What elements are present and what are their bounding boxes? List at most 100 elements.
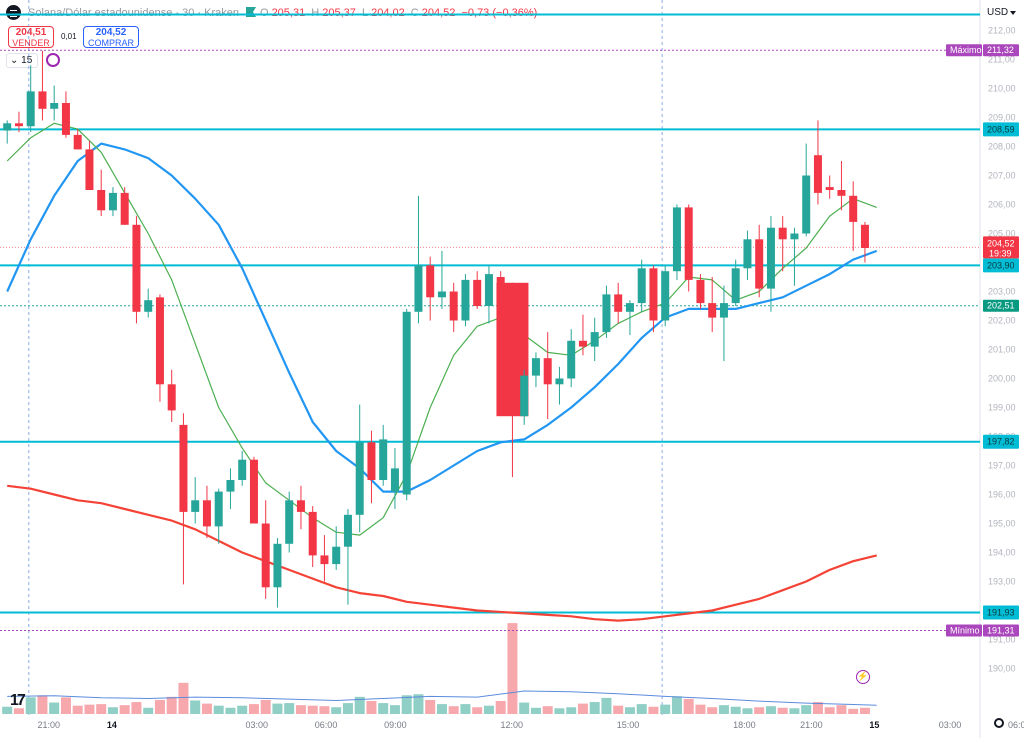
volume-bar xyxy=(84,704,95,714)
y-tick-label: 212,00 xyxy=(988,26,1016,36)
low-label: L xyxy=(361,7,369,19)
volume-bar xyxy=(636,704,647,714)
candle-body xyxy=(802,175,811,234)
candle-body xyxy=(484,274,493,306)
close-value: 204,52 xyxy=(421,7,456,19)
volume-bar xyxy=(801,705,812,714)
high-label: H xyxy=(311,7,320,19)
candle-body xyxy=(402,311,411,495)
volume-bar xyxy=(60,697,71,714)
volume-bar xyxy=(848,708,859,714)
candle-body xyxy=(437,291,446,298)
level-label: Máximo xyxy=(950,45,982,55)
volume-bar xyxy=(765,706,776,714)
volume-bar xyxy=(742,708,753,714)
volume-bar xyxy=(495,701,506,714)
x-tick-label: 21:00 xyxy=(38,720,61,730)
candle-body xyxy=(343,514,352,547)
candle-body xyxy=(332,546,341,565)
candle-body xyxy=(202,500,211,527)
candle-body xyxy=(38,91,47,109)
candle-body xyxy=(461,279,470,321)
price-tag-label: 197,82 xyxy=(987,437,1015,447)
y-tick-label: 191,00 xyxy=(988,635,1016,645)
level-label-tag xyxy=(946,624,982,637)
y-tick-label: 203,00 xyxy=(988,287,1016,297)
high-value: 205,37 xyxy=(322,7,356,19)
x-tick-label: 03:00 xyxy=(939,720,962,730)
candle-body xyxy=(555,378,564,385)
y-tick-label: 209,00 xyxy=(988,113,1016,123)
candle-body xyxy=(625,303,634,312)
symbol-title[interactable]: Solana/Dólar estadounidense · 30 · Krake… xyxy=(28,7,239,19)
candle-body xyxy=(61,103,70,135)
volume-bar xyxy=(178,682,189,714)
candle-body xyxy=(26,91,35,127)
candle-body xyxy=(520,375,529,417)
buy-button[interactable]: 204,52 COMPRAR xyxy=(83,26,139,48)
close-label: C xyxy=(410,7,419,19)
volume-bar xyxy=(554,708,565,714)
volume-bar xyxy=(624,707,635,714)
volume-bar xyxy=(37,695,48,714)
candle-body xyxy=(860,224,869,248)
ohlc-readout: O 205,31 H 205,37 L 204,02 C 204,52 −0,73 (−… xyxy=(260,7,540,19)
candle-body xyxy=(708,303,717,318)
candle-body xyxy=(155,297,164,385)
x-tick-label: 06:00 xyxy=(315,720,338,730)
volume-bar xyxy=(237,705,248,714)
volume-bar xyxy=(295,705,306,714)
y-tick-label: 195,00 xyxy=(988,519,1016,529)
volume-bar xyxy=(25,697,36,714)
candle-body xyxy=(179,424,188,512)
volume-bar xyxy=(683,698,694,714)
volume-bar xyxy=(154,699,165,714)
price-tag xyxy=(983,605,1019,620)
y-tick-label: 205,00 xyxy=(988,229,1016,239)
candle-body xyxy=(473,279,482,306)
volume-bar xyxy=(671,696,682,714)
solana-circle-icon[interactable] xyxy=(6,5,21,20)
interval-value: 15 xyxy=(21,55,33,66)
candle-body xyxy=(3,123,12,131)
refresh-icon[interactable] xyxy=(46,53,60,67)
buy-label: COMPRAR xyxy=(87,38,134,48)
y-tick-label: 210,00 xyxy=(988,84,1016,94)
sell-button[interactable]: 204,51 VENDER xyxy=(8,26,54,48)
tradingview-logo[interactable]: 17 xyxy=(10,692,26,709)
level-label: Mínimo xyxy=(950,626,980,636)
candle-body xyxy=(684,207,693,280)
price-tag xyxy=(983,122,1019,137)
volume-bar xyxy=(260,699,271,714)
volume-bar xyxy=(448,706,459,714)
flag-icon[interactable] xyxy=(246,7,256,17)
y-tick-label: 200,00 xyxy=(988,374,1016,384)
volume-bar xyxy=(378,703,389,714)
volume-bar xyxy=(754,707,765,714)
gear-icon[interactable] xyxy=(994,718,1004,728)
volume-bar xyxy=(859,707,870,714)
candle-body xyxy=(320,555,329,565)
candle-body xyxy=(602,294,611,333)
interval-selector[interactable]: ⌄ 15 xyxy=(6,53,38,68)
x-tick-label: 06:00 xyxy=(1008,720,1024,730)
candle-body xyxy=(837,190,846,196)
candle-body xyxy=(778,227,787,240)
countdown-label: 19:39 xyxy=(989,248,1012,258)
volume-bar xyxy=(824,707,835,714)
price-tag xyxy=(983,44,1019,57)
lightning-icon[interactable]: ⚡ xyxy=(856,670,870,684)
open-label: O xyxy=(260,7,269,19)
candle-body xyxy=(167,384,176,411)
chart-header: Solana/Dólar estadounidense · 30 · Krake… xyxy=(0,0,980,28)
currency-selector[interactable]: USD xyxy=(980,2,1024,24)
volume-bar xyxy=(413,694,424,714)
x-tick-label: 15 xyxy=(869,720,879,730)
volume-bar xyxy=(836,705,847,714)
volume-bar xyxy=(436,704,447,714)
candle-body xyxy=(249,459,258,524)
candle-body xyxy=(719,303,728,318)
volume-bar xyxy=(284,703,295,714)
volume-bar xyxy=(49,702,60,714)
